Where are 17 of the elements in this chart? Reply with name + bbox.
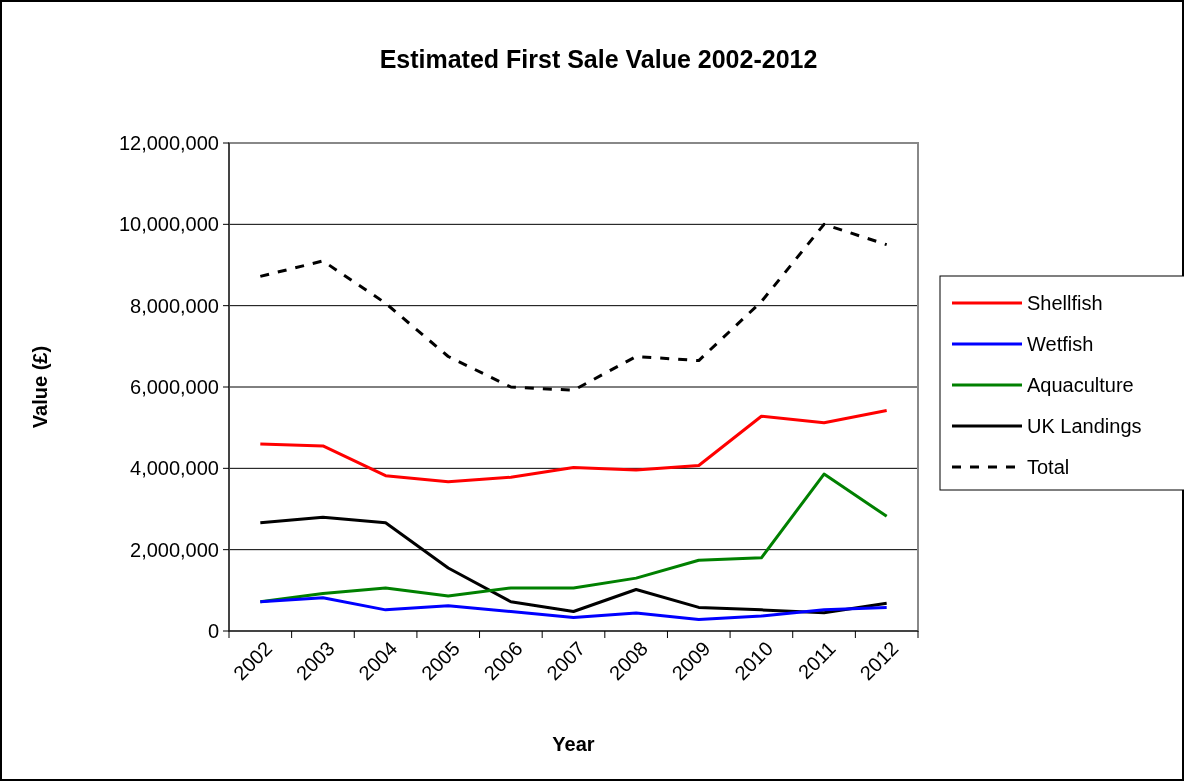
y-tick-label: 0 bbox=[207, 620, 219, 642]
legend-label: Wetfish bbox=[1027, 333, 1094, 355]
y-tick-label: 8,000,000 bbox=[130, 294, 219, 317]
chart-title: Estimated First Sale Value 2002-2012 bbox=[379, 45, 818, 73]
x-axis-title: Year bbox=[552, 733, 595, 755]
legend-label: Aquaculture bbox=[1027, 374, 1134, 396]
y-axis-title: Value (£) bbox=[29, 345, 51, 429]
y-tick-label: 6,000,000 bbox=[130, 376, 219, 398]
y-tick-label: 4,000,000 bbox=[130, 457, 219, 480]
legend-label: UK Landings bbox=[1027, 415, 1142, 437]
legend-label: Total bbox=[1027, 456, 1070, 478]
legend-label: Shellfish bbox=[1027, 292, 1103, 314]
line-series bbox=[258, 596, 889, 622]
line-series bbox=[258, 409, 889, 484]
y-tick-label: 10,000,000 bbox=[118, 213, 219, 236]
y-tick-label: 2,000,000 bbox=[130, 538, 219, 561]
y-tick-label: 12,000,000 bbox=[118, 132, 219, 154]
